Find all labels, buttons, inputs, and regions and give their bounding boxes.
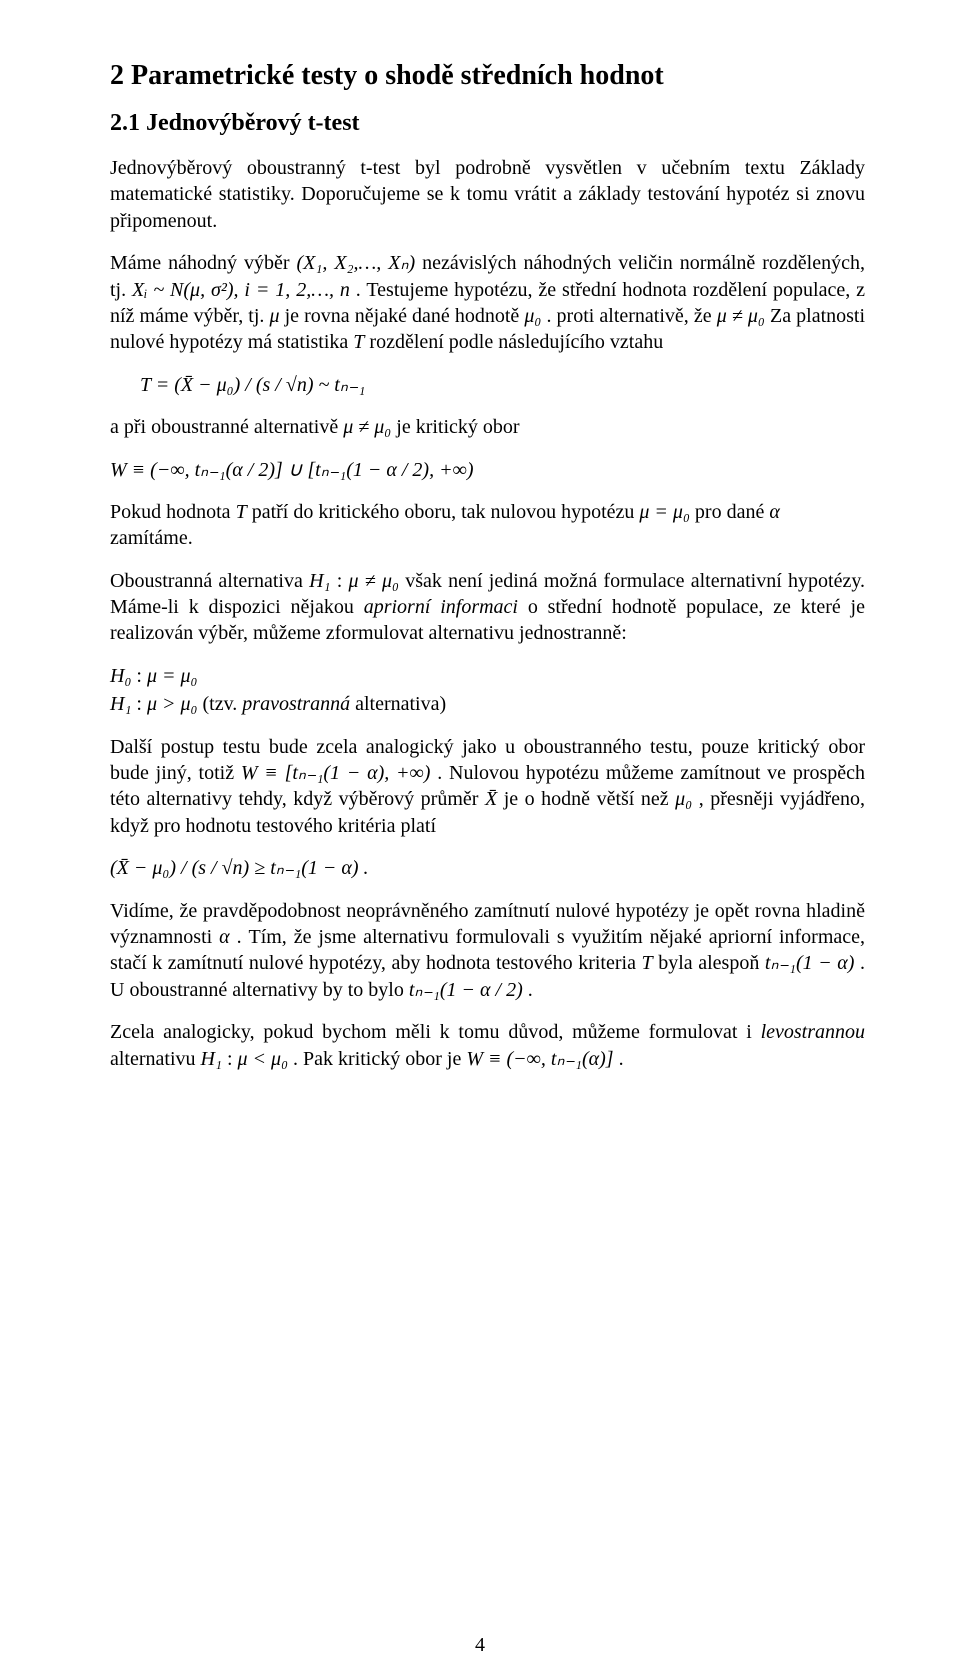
text: je kritický obor: [396, 416, 519, 438]
text: .: [528, 979, 533, 1001]
math-eq: μ = μ₀: [639, 501, 690, 523]
math-neq: μ ≠ μ₀: [349, 570, 399, 592]
page-number: 4: [0, 1634, 960, 1657]
text: :: [136, 665, 147, 687]
text: :: [337, 570, 349, 592]
paragraph-probability: Vidíme, že pravděpodobnost neoprávněného…: [110, 898, 865, 1004]
math-mu0: μ₀: [675, 788, 692, 810]
text: zamítáme.: [110, 527, 193, 549]
math-Xbar: X̄: [485, 788, 497, 810]
text: :: [136, 693, 147, 715]
text: . Pak kritický obor je: [293, 1048, 466, 1070]
math-T: T: [642, 952, 653, 974]
math-eq: μ = μ₀: [147, 665, 198, 687]
text: Jednovýběrový oboustranný t-test byl pod…: [110, 157, 865, 232]
text-italic: apriorní informaci: [364, 596, 518, 618]
math-neq: μ ≠ μ₀: [343, 416, 391, 438]
text: patří do kritického oboru, tak nulovou h…: [252, 501, 640, 523]
text: :: [227, 1048, 238, 1070]
math-H1: H₁: [201, 1048, 222, 1070]
math-lt: μ < μ₀: [238, 1048, 289, 1070]
math-alpha: α: [219, 926, 230, 948]
section-title: 2 Parametrické testy o shodě středních h…: [110, 60, 865, 92]
text: rozdělení podle následujícího vztahu: [369, 331, 663, 353]
math-quantile2: tₙ₋₁(1 − α / 2): [409, 979, 523, 1001]
math-alpha: α: [769, 501, 780, 523]
text: je o hodně větší než: [504, 788, 675, 810]
math-sample: (X₁, X₂,…, Xₙ): [297, 252, 416, 274]
paragraph-reject: Pokud hodnota T patří do kritického obor…: [110, 499, 865, 552]
math-neq: μ ≠ μ₀: [717, 305, 765, 327]
math-T: T: [353, 331, 364, 353]
paragraph-setup: Máme náhodný výběr (X₁, X₂,…, Xₙ) nezávi…: [110, 250, 865, 356]
text: byla alespoň: [658, 952, 765, 974]
text: a při oboustranné alternativě: [110, 416, 343, 438]
text: Oboustranná alternativa: [110, 570, 309, 592]
text: .: [619, 1048, 624, 1070]
paragraph-alt-hyp: Oboustranná alternativa H₁ : μ ≠ μ₀ však…: [110, 568, 865, 647]
text: alternativa): [355, 693, 446, 715]
math-W-right: W ≡ [tₙ₋₁(1 − α), +∞): [241, 762, 431, 784]
paragraph-analogous: Další postup testu bude zcela analogický…: [110, 734, 865, 840]
paragraph-intro: Jednovýběrový oboustranný t-test byl pod…: [110, 155, 865, 234]
label-H0: H₀: [110, 665, 131, 687]
math-H1: H₁: [309, 570, 330, 592]
label-H1: H₁: [110, 693, 131, 715]
text: . proti alternativě, že: [546, 305, 716, 327]
math-quantile1: tₙ₋₁(1 − α): [765, 952, 855, 974]
math-W-left: W ≡ (−∞, tₙ₋₁(α)]: [466, 1048, 613, 1070]
math-gt: μ > μ₀: [147, 693, 198, 715]
document-page: 2 Parametrické testy o shodě středních h…: [0, 0, 960, 1675]
math-normal: Xᵢ ~ N(μ, σ²), i = 1, 2,…, n: [132, 279, 350, 301]
paragraph-critical-region: a při oboustranné alternativě μ ≠ μ₀ je …: [110, 414, 865, 440]
text: (tzv.: [203, 693, 243, 715]
formula-W: W ≡ (−∞, tₙ₋₁(α / 2)] ∪ [tₙ₋₁(1 − α / 2)…: [110, 457, 865, 483]
formula-T-stat: T = (X̄ − μ₀) / (s / √n) ~ tₙ₋₁: [140, 372, 865, 398]
formula-criterion: (X̄ − μ₀) / (s / √n) ≥ tₙ₋₁(1 − α) .: [110, 855, 865, 881]
text: Máme náhodný výběr: [110, 252, 297, 274]
math-T: T: [236, 501, 247, 523]
math-mu: μ: [269, 305, 279, 327]
text-italic: levostrannou: [761, 1021, 865, 1043]
text-italic: pravostranná: [242, 693, 350, 715]
text: Pokud hodnota: [110, 501, 236, 523]
text: alternativu: [110, 1048, 201, 1070]
hypothesis-H1: H₁ : μ > μ₀ (tzv. pravostranná alternati…: [110, 691, 865, 717]
hypothesis-H0: H₀ : μ = μ₀: [110, 663, 865, 689]
text: je rovna nějaké dané hodnotě: [285, 305, 525, 327]
text: Zcela analogicky, pokud bychom měli k to…: [110, 1021, 761, 1043]
math-mu0: μ₀: [524, 305, 541, 327]
subsection-title: 2.1 Jednovýběrový t-test: [110, 110, 865, 137]
paragraph-left-alt: Zcela analogicky, pokud bychom měli k to…: [110, 1019, 865, 1072]
text: pro dané: [695, 501, 769, 523]
